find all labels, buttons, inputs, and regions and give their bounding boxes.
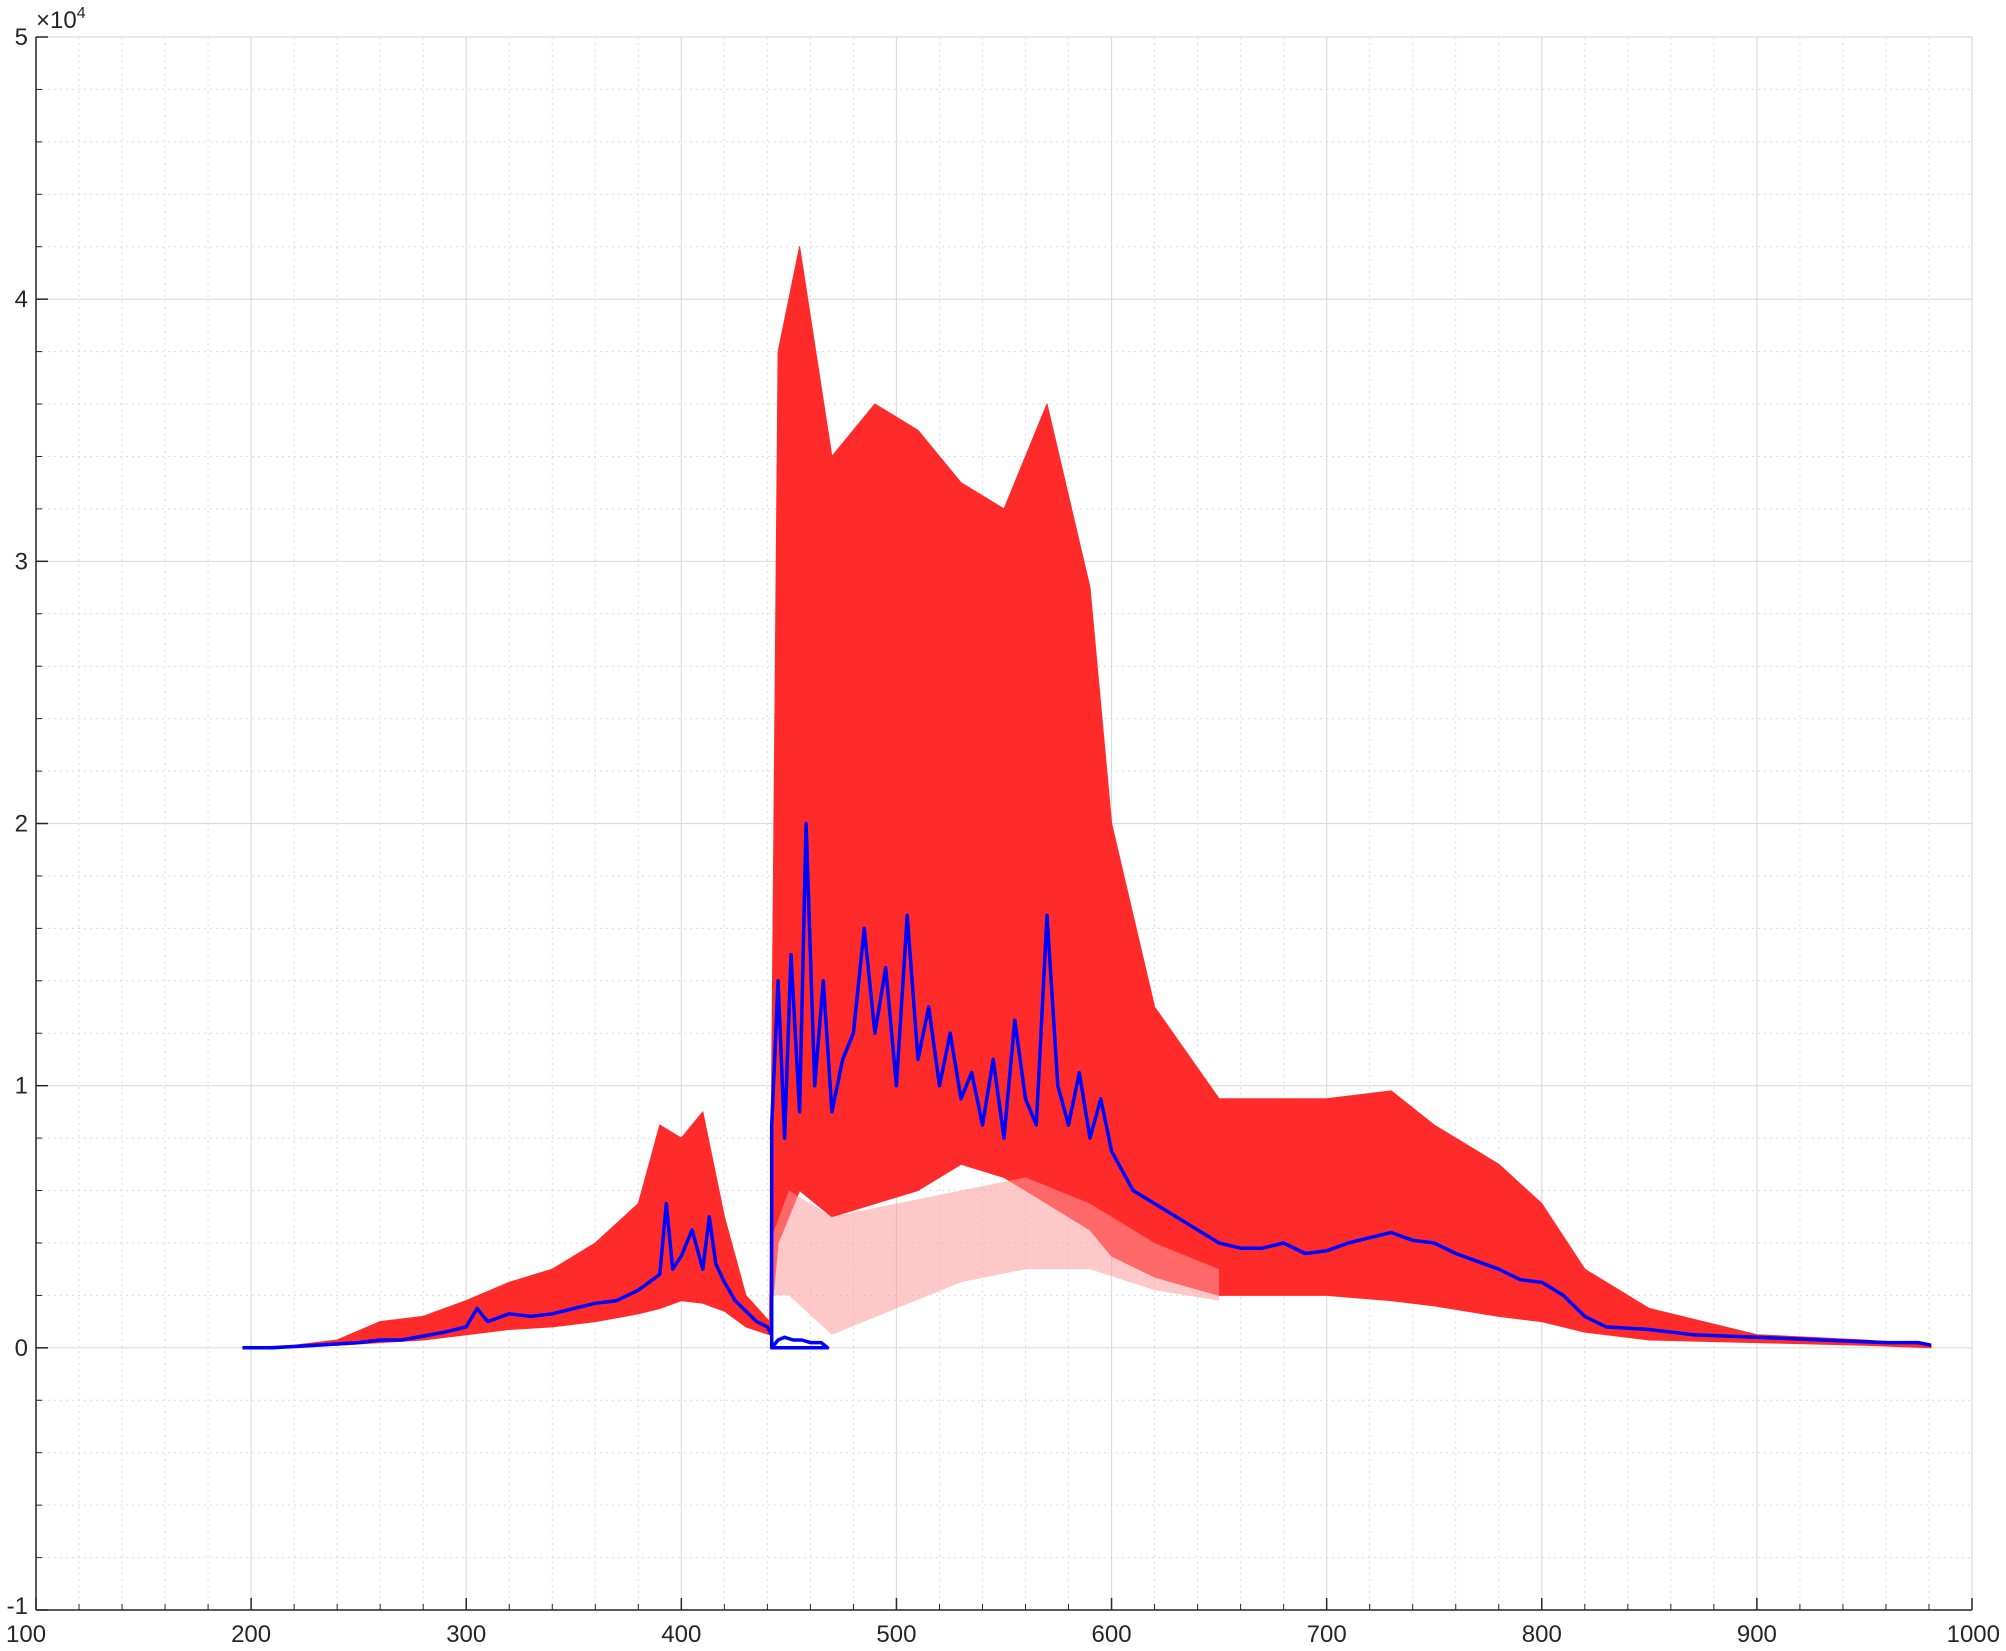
y-tick-labels: -1 0 1 2 3 4 5 <box>7 24 28 1620</box>
x-tick-label: 100 <box>6 1621 46 1648</box>
x-tick-label: 1000 <box>1947 1621 2000 1648</box>
x-tick-labels: 100 200 300 400 500 600 700 800 900 1000 <box>6 1621 2000 1648</box>
y-scale-exponent-power: 4 <box>77 5 86 22</box>
mean-line-layer <box>242 821 1932 1350</box>
y-scale-exponent-label: ×104 <box>36 5 86 34</box>
x-tick-label: 300 <box>446 1621 486 1648</box>
y-tick-label: 2 <box>15 811 28 838</box>
x-tick-label: 500 <box>876 1621 916 1648</box>
y-tick-label: 3 <box>15 548 28 575</box>
y-tick-label: 0 <box>15 1335 28 1362</box>
y-tick-label: 5 <box>15 24 28 51</box>
y-tick-label: 4 <box>15 286 28 313</box>
x-tick-label: 200 <box>231 1621 271 1648</box>
envelope-layer <box>242 246 1932 1349</box>
y-tick-label: 1 <box>15 1073 28 1100</box>
axes <box>35 36 1973 1611</box>
envelope-faint-area <box>769 1177 1220 1335</box>
x-tick-label: 800 <box>1522 1621 1562 1648</box>
y-tick-label: -1 <box>7 1593 28 1620</box>
x-tick-label: 600 <box>1092 1621 1132 1648</box>
x-tick-label: 900 <box>1737 1621 1777 1648</box>
x-tick-label: 700 <box>1307 1621 1347 1648</box>
y-scale-exponent-base: ×10 <box>36 7 77 34</box>
mean-line <box>242 821 1932 1350</box>
envelope-area <box>242 246 1932 1349</box>
x-tick-label: 400 <box>661 1621 701 1648</box>
